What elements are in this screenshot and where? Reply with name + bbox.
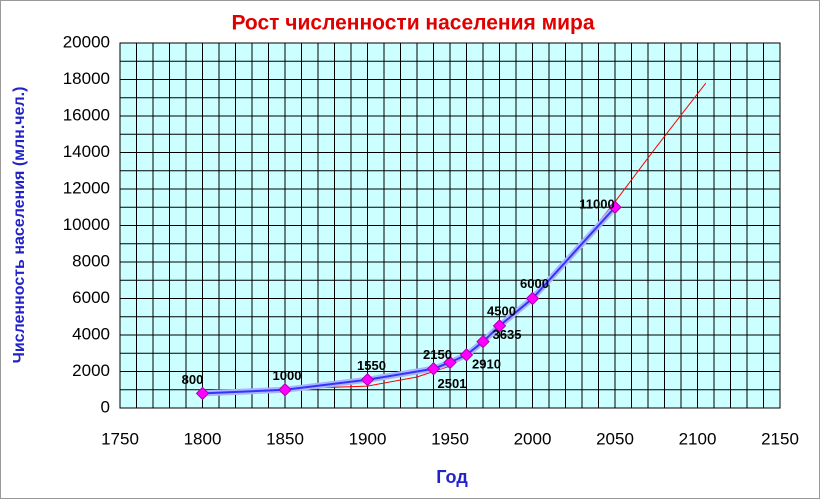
chart-title: Рост численности населения мира (231, 12, 594, 35)
x-tick-label: 1950 (431, 429, 469, 448)
x-tick-label: 2000 (514, 429, 552, 448)
y-tick-label: 14000 (63, 142, 110, 161)
x-axis-label: Год (436, 467, 468, 487)
marker (195, 386, 210, 401)
data-label: 4500 (487, 303, 516, 318)
y-tick-label: 8000 (72, 251, 110, 270)
x-tick-label: 1900 (349, 429, 387, 448)
data-label: 6000 (520, 276, 549, 291)
data-label: 3635 (493, 327, 522, 342)
y-tick-label: 4000 (72, 324, 110, 343)
x-tick-label: 2100 (679, 429, 717, 448)
x-tick-label: 2050 (596, 429, 634, 448)
data-label: 1550 (357, 358, 386, 373)
series-line (202, 206, 616, 395)
data-label: 2910 (472, 356, 501, 371)
marker (492, 319, 507, 333)
x-tick-label: 1800 (184, 429, 222, 448)
data-label: 1000 (273, 368, 302, 383)
marker (278, 383, 292, 397)
y-tick-label: 18000 (63, 69, 110, 88)
y-tick-label: 6000 (72, 288, 110, 307)
marker (476, 334, 490, 349)
marker (426, 362, 441, 376)
x-tick-label: 2150 (761, 429, 799, 448)
y-tick-label: 20000 (63, 32, 110, 51)
marker (525, 291, 540, 306)
y-axis-label: Численность населения (млн.чел.) (11, 87, 28, 364)
y-tick-label: 0 (101, 397, 110, 416)
y-tick-label: 16000 (63, 105, 110, 124)
x-tick-label: 1750 (101, 429, 139, 448)
y-tick-label: 12000 (63, 178, 110, 197)
x-tick-label: 1850 (266, 429, 304, 448)
marker (608, 200, 622, 214)
data-label: 2150 (423, 347, 452, 362)
marker (360, 373, 375, 387)
data-label: 800 (182, 372, 204, 387)
y-tick-label: 2000 (72, 361, 110, 380)
data-label: 2501 (438, 376, 467, 391)
data-label: 11000 (579, 197, 614, 212)
marker (443, 355, 457, 370)
marker (459, 348, 474, 362)
y-tick-label: 10000 (63, 215, 110, 234)
